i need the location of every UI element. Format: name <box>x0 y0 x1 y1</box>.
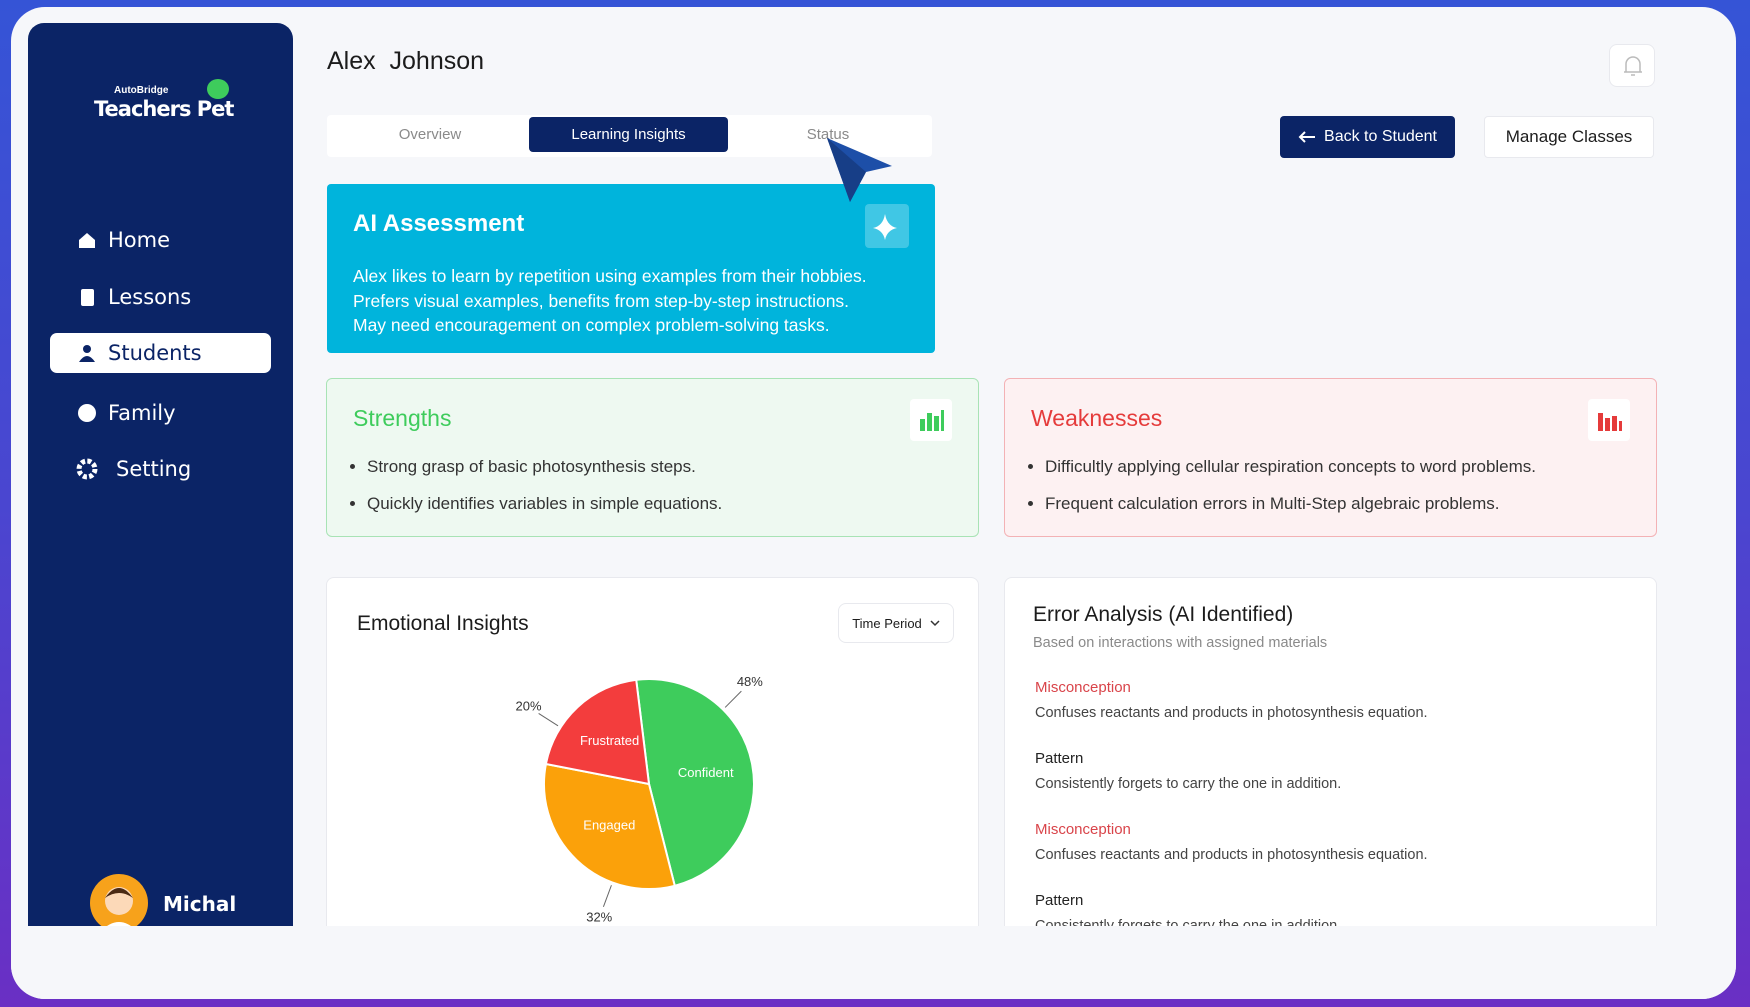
ai-assessment-card: AI Assessment Alex likes to learn by rep… <box>327 184 935 353</box>
icon <box>79 233 95 248</box>
chevron <box>930 620 940 627</box>
nav-label: Students <box>108 341 202 365</box>
error-card: Error Analysis (AI Identified) Based on … <box>1004 577 1657 927</box>
error-type: Misconception <box>1035 679 1131 696</box>
error-text: Confuses reactants and products in photo… <box>1035 847 1428 863</box>
logo[interactable]: AutoBridge Teachers Pet <box>86 75 246 135</box>
nav-label: Lessons <box>108 285 192 309</box>
icon <box>78 404 96 422</box>
nav-students[interactable]: Students <box>50 333 271 373</box>
icon <box>76 458 98 480</box>
arrow-icon <box>1298 131 1316 143</box>
leader-line <box>538 712 559 727</box>
strength-item: Quickly identifies variables in simple e… <box>367 494 722 514</box>
sparkle-icon <box>865 204 909 248</box>
strengths-card: Strengths Strong grasp of basic photosyn… <box>326 378 979 537</box>
button-label: Back to Student <box>1324 128 1437 145</box>
icon <box>81 289 94 306</box>
card-title: Weaknesses <box>1031 405 1163 431</box>
nav-lessons[interactable]: Lessons <box>50 277 271 317</box>
notifications[interactable] <box>1609 44 1655 87</box>
pie-slice <box>544 678 651 786</box>
card-subtitle: Based on interactions with assigned mate… <box>1033 635 1328 651</box>
value-label: 20% <box>516 698 542 713</box>
tab[interactable]: Overview <box>398 126 462 143</box>
card-title: Error Analysis (AI Identified) <box>1033 603 1294 626</box>
text-line: Prefers visual examples, benefits from s… <box>353 290 850 311</box>
emotional-card: Emotional Insights Time Period Confident… <box>326 577 979 927</box>
error-type: Pattern <box>1035 750 1084 767</box>
error-type: Pattern <box>1035 892 1084 909</box>
error-item: Pattern Consistently forgets to carry the… <box>1035 892 1635 927</box>
frame-footer <box>11 926 1736 999</box>
strength-item: Strong grasp of basic photosynthesis ste… <box>367 457 722 477</box>
chart-icon <box>910 399 952 441</box>
pie-slice <box>635 678 755 888</box>
user-avatar[interactable] <box>90 874 148 932</box>
pie-chart: Confident 48% Engaged 32% Frustrated 20% <box>516 674 764 925</box>
filter-label: Time Period <box>852 615 922 631</box>
tab-active[interactable]: Learning Insights <box>529 117 728 152</box>
value-label: 48% <box>737 674 763 689</box>
weakness-list: Difficultly applying cellular respiratio… <box>1017 457 1536 531</box>
slice-label: Confident <box>678 765 734 780</box>
logo-brand: AutoBridge <box>114 85 169 96</box>
text-line: Alex likes to learn by repetition using … <box>353 266 867 286</box>
nav-label: Family <box>108 401 176 425</box>
strength-list: Strong grasp of basic photosynthesis ste… <box>339 457 722 531</box>
error-text: Confuses reactants and products in photo… <box>1035 705 1428 721</box>
sidebar: AutoBridge Teachers Pet <box>28 23 293 980</box>
assessment-text: Alex likes to learn by repetition using … <box>353 264 867 338</box>
icon <box>79 345 95 362</box>
nav-label: Setting <box>116 457 192 481</box>
leader-line <box>602 885 612 907</box>
bell-icon <box>1624 56 1642 76</box>
tab[interactable]: Status <box>806 126 850 143</box>
nav-setting[interactable]: Setting <box>50 449 271 489</box>
manage-button[interactable]: Manage Classes <box>1484 116 1654 158</box>
card-title: Strengths <box>353 405 452 431</box>
error-text: Consistently forgets to carry the one in… <box>1035 776 1342 792</box>
nav-family[interactable]: Family <box>50 393 271 433</box>
card-title: AI Assessment <box>353 210 525 237</box>
error-item: Misconception Confuses reactants and prod… <box>1035 821 1635 892</box>
nav-home[interactable]: Home <box>50 220 271 260</box>
logo-name: Teachers Pet <box>94 97 234 121</box>
error-item: Pattern Consistently forgets to carry the… <box>1035 750 1635 821</box>
error-list: Misconception Confuses reactants and prod… <box>1035 679 1635 927</box>
error-text: Consistently forgets to carry the one in… <box>1035 918 1342 927</box>
time-filter[interactable]: Time Period <box>838 603 954 643</box>
text-line: May need encouragement on complex proble… <box>353 315 830 335</box>
card-title: Emotional Insights <box>357 612 529 635</box>
weakness-item: Frequent calculation errors in Multi-Ste… <box>1045 494 1536 514</box>
chart-icon <box>1588 399 1630 441</box>
error-type: Misconception <box>1035 821 1131 838</box>
leader-line <box>724 690 742 708</box>
nav-label: Home <box>108 228 171 252</box>
error-item: Misconception Confuses reactants and prod… <box>1035 679 1635 750</box>
logo-apple <box>207 79 229 99</box>
user-name: Michal <box>163 892 237 916</box>
value-label: 32% <box>586 910 612 925</box>
weakness-item: Difficultly applying cellular respiratio… <box>1045 457 1536 477</box>
slice-label: Engaged <box>583 817 635 832</box>
pie-slice <box>543 762 676 890</box>
weaknesses-card: Weaknesses Difficultly applying cellular… <box>1004 378 1657 537</box>
slice-label: Frustrated <box>580 733 639 748</box>
student-name: Alex Johnson <box>327 47 485 75</box>
cursor <box>827 138 892 202</box>
back-button[interactable]: Back to Student <box>1280 116 1455 158</box>
